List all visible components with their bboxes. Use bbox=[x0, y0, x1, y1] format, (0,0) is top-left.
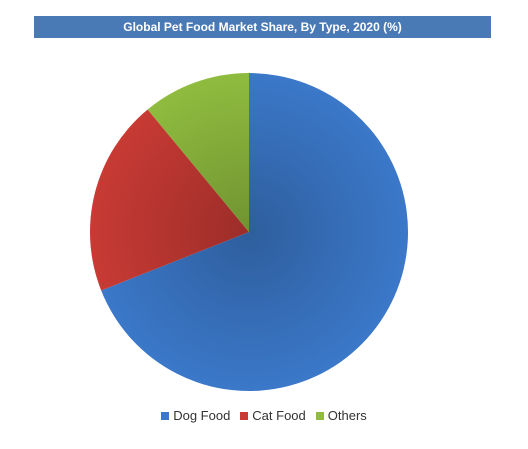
chart-title: Global Pet Food Market Share, By Type, 2… bbox=[34, 16, 491, 38]
legend: Dog Food Cat Food Others bbox=[0, 408, 528, 423]
legend-label-dog-food: Dog Food bbox=[173, 408, 231, 423]
legend-swatch-dog-food bbox=[161, 411, 170, 420]
legend-label-others: Others bbox=[327, 408, 367, 423]
legend-item-cat-food: Cat Food bbox=[240, 408, 306, 423]
legend-item-others: Others bbox=[315, 408, 367, 423]
legend-swatch-cat-food bbox=[240, 411, 249, 420]
legend-swatch-others bbox=[315, 411, 324, 420]
pie-slice-cat-food bbox=[90, 109, 249, 291]
legend-label-cat-food: Cat Food bbox=[252, 408, 306, 423]
pie-slice-others bbox=[147, 73, 249, 232]
chart-title-text: Global Pet Food Market Share, By Type, 2… bbox=[123, 20, 402, 34]
pie-slice-dog-food bbox=[101, 73, 409, 391]
legend-item-dog-food: Dog Food bbox=[161, 408, 230, 423]
